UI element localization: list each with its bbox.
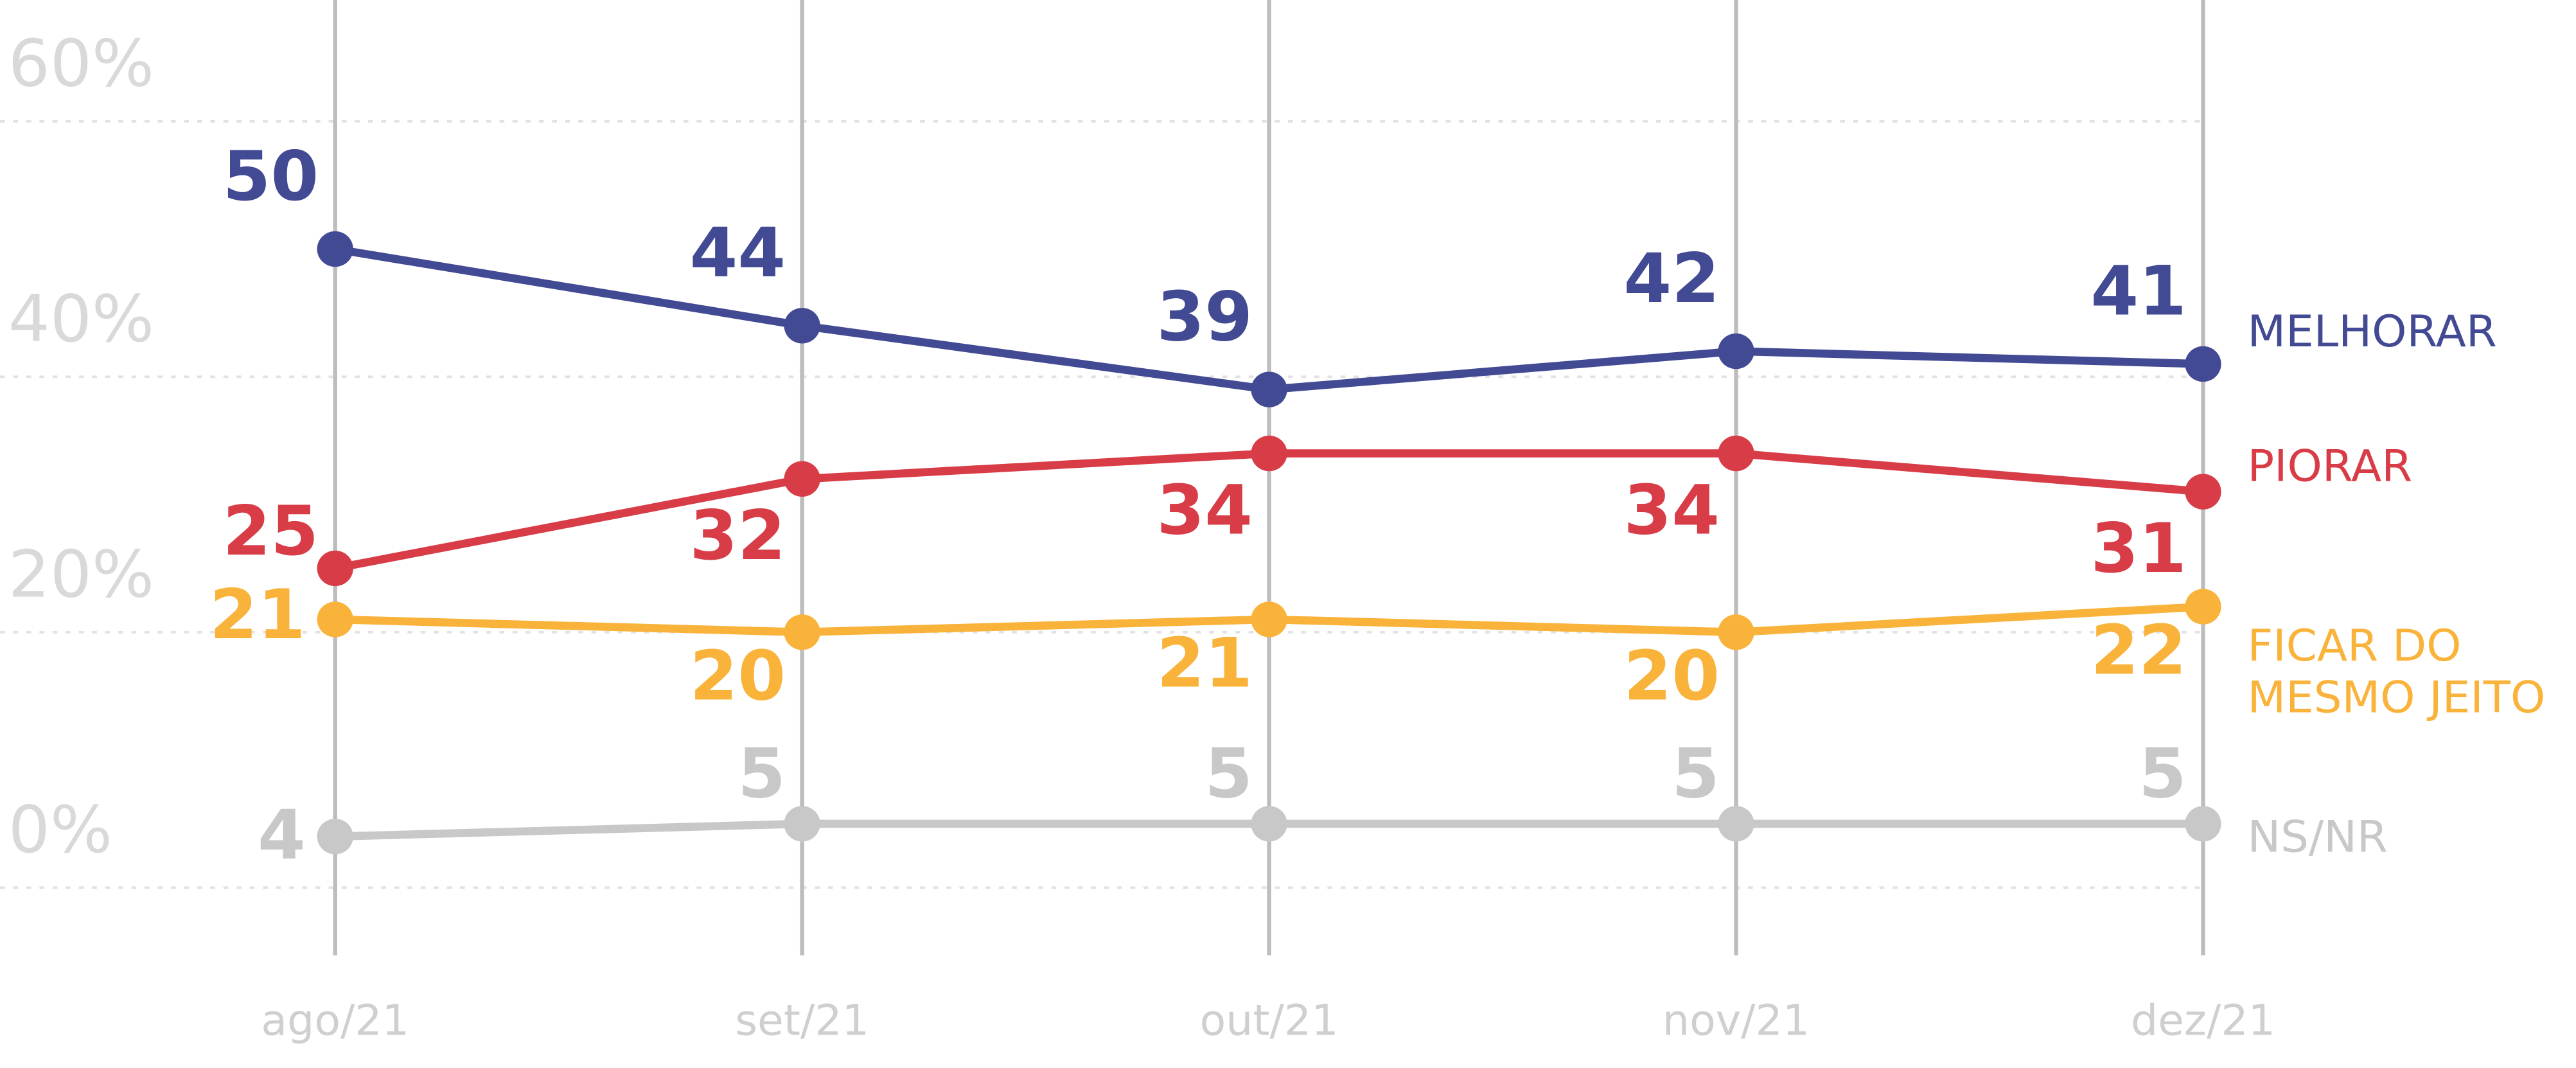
data-label: 5 [737, 734, 786, 814]
legend-label: NS/NR [2247, 812, 2388, 863]
data-point [317, 550, 353, 587]
data-label: 22 [2090, 611, 2186, 690]
legend-label: FICAR DO MESMO JEITO [2247, 621, 2546, 724]
data-label: 4 [258, 796, 306, 875]
data-label: 20 [690, 637, 786, 716]
data-label: 5 [1204, 734, 1253, 814]
data-label: 42 [1624, 240, 1720, 319]
data-point [2185, 806, 2221, 842]
data-point [1718, 333, 1754, 369]
data-point [1251, 806, 1287, 842]
data-label: 44 [690, 214, 786, 293]
legend-item: NS/NR [2247, 812, 2388, 863]
data-point [1718, 435, 1754, 472]
legend-item: PIORAR [2247, 441, 2413, 492]
data-point [317, 231, 353, 267]
legend-label: PIORAR [2247, 441, 2413, 492]
data-point [1251, 435, 1287, 472]
y-tick-label: 60% [8, 26, 154, 101]
data-label: 20 [1624, 637, 1720, 716]
data-label: 21 [209, 576, 305, 655]
data-label: 25 [223, 492, 319, 571]
data-point [784, 308, 820, 344]
data-label: 32 [690, 497, 786, 576]
legend-item: MELHORAR [2247, 307, 2497, 358]
y-tick-label: 40% [8, 281, 154, 356]
data-point [784, 614, 820, 650]
data-point [2185, 474, 2221, 510]
data-point [2185, 589, 2221, 625]
data-point [784, 806, 820, 842]
data-point [317, 601, 353, 637]
y-tick-label: 0% [8, 792, 112, 867]
y-tick-label: 20% [8, 537, 154, 612]
x-tick-label: dez/21 [2131, 996, 2275, 1045]
data-point [784, 461, 820, 497]
data-label: 39 [1157, 278, 1253, 357]
data-label: 34 [1624, 471, 1720, 550]
legend-item: FICAR DO MESMO JEITO [2247, 621, 2546, 724]
data-label: 21 [1157, 624, 1253, 703]
data-label: 41 [2090, 252, 2186, 331]
data-point [1718, 806, 1754, 842]
data-label: 5 [2139, 734, 2187, 814]
x-tick-label: set/21 [735, 996, 869, 1045]
data-label: 5 [1672, 734, 1720, 814]
data-point [2185, 346, 2221, 382]
data-point [1251, 601, 1287, 637]
data-point [317, 819, 353, 855]
data-label: 31 [2090, 510, 2186, 589]
legend-label: MELHORAR [2247, 307, 2497, 358]
data-label: 34 [1157, 471, 1253, 550]
data-label: 50 [223, 138, 319, 217]
x-tick-label: ago/21 [261, 996, 409, 1045]
data-point [1718, 614, 1754, 650]
x-tick-label: nov/21 [1663, 996, 1810, 1045]
x-tick-label: out/21 [1200, 996, 1339, 1045]
data-point [1251, 371, 1287, 407]
